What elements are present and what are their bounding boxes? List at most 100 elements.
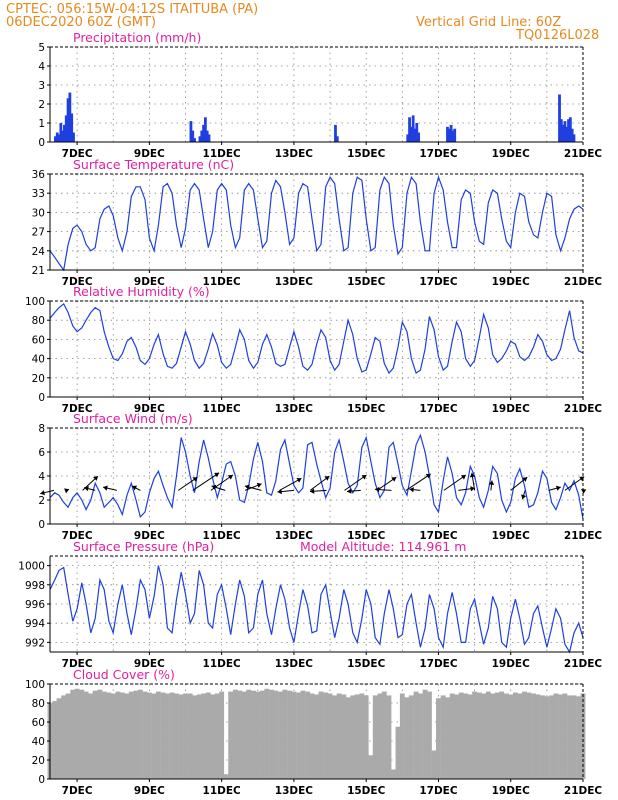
wind-arrow <box>521 490 527 500</box>
cloud-bar <box>408 695 414 779</box>
pres-ytick-label: 996 <box>25 599 45 611</box>
cloud-bar <box>223 774 229 779</box>
wind-ytick-label: 4 <box>38 471 45 483</box>
rh-xtick-label: 7DEC <box>62 403 93 415</box>
header-run-date: 06DEC2020 60Z (GMT) <box>6 15 156 30</box>
wind-xtick-label: 13DEC <box>275 530 314 542</box>
cloud-bar <box>576 696 582 779</box>
precip-bar <box>561 124 565 142</box>
cloud-bar <box>255 691 261 779</box>
cloud-bar <box>210 694 216 779</box>
precip-xtick-label: 13DEC <box>275 148 314 160</box>
header-run-code: TQ0126L028 <box>515 28 599 43</box>
rh-xtick-label: 19DEC <box>492 403 531 415</box>
wind-arrow <box>564 476 585 491</box>
wind-ytick-label: 8 <box>38 423 45 435</box>
pres-title: Surface Pressure (hPa) <box>73 539 214 554</box>
cloud-bar <box>133 690 139 779</box>
wind-arrow <box>177 476 198 491</box>
precip-bar <box>413 128 417 142</box>
precip-ytick-label: 0 <box>38 137 45 149</box>
precip-bar <box>411 115 415 142</box>
wind-arrow-head <box>244 484 250 490</box>
wind-arrow-head <box>277 489 282 495</box>
wind-arrow-head <box>214 472 220 478</box>
cloud-bar <box>264 688 270 779</box>
cloud-xtick-label: 13DEC <box>275 785 314 797</box>
cloud-bar <box>354 694 360 779</box>
cloud-bar <box>426 691 432 779</box>
cloud-bar <box>61 695 67 779</box>
pres-ytick-label: 998 <box>25 580 45 592</box>
cloud-bar <box>115 691 121 779</box>
cloud-bar <box>381 691 387 779</box>
cloud-bar <box>300 690 306 779</box>
cloud-bar <box>372 695 378 779</box>
cloud-bar <box>124 693 130 779</box>
cloud-ytick-label: 0 <box>38 774 45 786</box>
wind-arrow-head <box>309 488 315 494</box>
cloud-bar <box>296 692 302 779</box>
precip-bar <box>451 130 455 142</box>
precip-bar <box>449 124 453 142</box>
precip-bar <box>68 92 72 142</box>
cloud-bar <box>183 693 188 779</box>
cloud-bar <box>350 695 356 779</box>
precip-bar <box>558 94 561 142</box>
precip-bar <box>57 134 61 142</box>
precip-panel: 0 1 2 3 4 5 7DEC 9DEC 11DEC 13DEC 15DEC 17DEC 19DEC 2… <box>38 42 602 160</box>
temp-ytick-label: 24 <box>32 246 46 258</box>
wind-arrow-head <box>579 476 585 482</box>
precip-bar <box>66 98 70 142</box>
cloud-bar <box>246 689 252 779</box>
cloud-bar <box>232 689 238 779</box>
cloud-bar <box>309 693 315 779</box>
precip-bar <box>334 124 337 142</box>
cloud-bar <box>399 693 405 779</box>
rh-xtick-label: 17DEC <box>419 403 458 415</box>
cloud-xtick-label: 21DEC <box>564 785 603 797</box>
cloud-bar <box>106 692 112 779</box>
cloud-bar <box>146 692 152 779</box>
wind-arrow-head <box>132 485 138 491</box>
precip-xtick-label: 17DEC <box>419 148 458 160</box>
wind-arrow-head <box>488 480 495 485</box>
cloud-bar <box>214 693 220 779</box>
precip-bar <box>191 130 195 142</box>
temp-xtick-label: 19DEC <box>492 276 531 288</box>
wind-series-line <box>49 433 584 520</box>
cloud-bar <box>287 690 293 779</box>
precip-bar <box>417 132 420 142</box>
wind-arrow <box>309 475 330 491</box>
temp-xtick-label: 13DEC <box>275 276 314 288</box>
cloud-bar <box>368 755 374 779</box>
wind-arrow-head <box>425 473 431 479</box>
cloud-bar <box>404 697 410 779</box>
temp-ytick-label: 30 <box>32 207 45 219</box>
cloud-bar <box>377 693 383 779</box>
pres-xtick-label: 9DEC <box>134 658 165 670</box>
precip-bar <box>63 124 66 142</box>
cloud-ytick-label: 20 <box>32 755 45 767</box>
wind-xtick-label: 7DEC <box>62 530 93 542</box>
pres-xtick-label: 17DEC <box>419 658 458 670</box>
header-grid-note: Vertical Grid Line: 60Z <box>416 15 561 30</box>
wind-arrow <box>374 486 392 493</box>
temp-xtick-label: 11DEC <box>203 276 242 288</box>
cloud-bar <box>535 694 541 779</box>
wind-arrow <box>346 488 361 494</box>
wind-arrow-head <box>64 488 69 494</box>
cloud-bar <box>318 691 324 779</box>
cloud-bar <box>417 693 423 779</box>
cloud-bar <box>467 694 473 779</box>
cloud-bar <box>110 693 116 779</box>
cloud-bar <box>436 698 441 779</box>
cloud-panel: 0 20 40 60 80 100 7DEC 9DEC 11DEC 13DEC 15DEC 17DEC… <box>25 679 602 797</box>
precip-bar <box>409 126 413 142</box>
cloud-bar <box>187 693 193 779</box>
wind-arrow-head <box>296 478 302 483</box>
cloud-bar <box>88 693 94 779</box>
cloud-bar <box>476 692 482 779</box>
pres-series-line <box>49 565 584 654</box>
precip-bar <box>205 130 209 142</box>
